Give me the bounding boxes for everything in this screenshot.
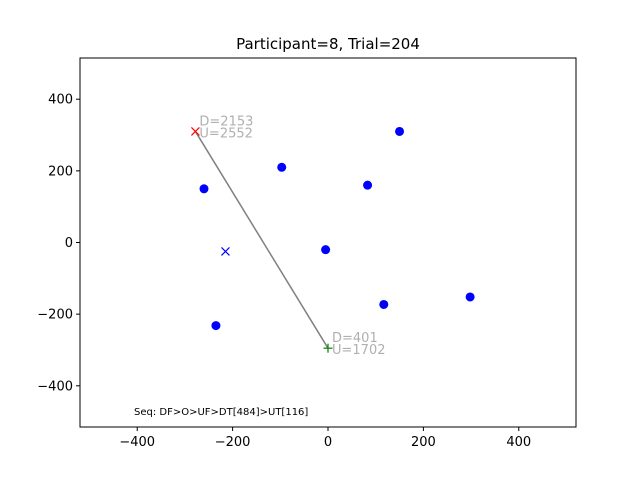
start-marker <box>323 343 333 353</box>
y-tick-label: 400 <box>48 93 73 108</box>
y-tick-label: 200 <box>48 164 73 179</box>
start-label-u: U=1702 <box>332 343 386 358</box>
x-tick-label: −200 <box>215 435 251 450</box>
x-tick-label: 200 <box>411 435 436 450</box>
target-point <box>363 180 373 190</box>
target-point <box>277 162 287 172</box>
x-tick-label: 0 <box>324 435 332 450</box>
x-tick-label: 400 <box>506 435 531 450</box>
end-x-stroke <box>190 127 200 136</box>
sequence-label: Seq: DF>O>UF>DT[484]>UT[116] <box>134 407 308 418</box>
y-axis: −400 −200 0 200 400 <box>37 93 80 394</box>
target-markers <box>199 126 475 331</box>
target-point <box>465 292 475 302</box>
y-tick-label: −400 <box>37 379 73 394</box>
target-point <box>379 299 389 309</box>
start-label-d: D=401 <box>332 331 378 346</box>
end-label-d: D=2153 <box>199 114 253 129</box>
blue-x-marker <box>221 247 230 256</box>
x-tick-label: −400 <box>119 435 155 450</box>
target-point <box>211 321 221 331</box>
blue-x-stroke <box>221 247 230 256</box>
end-label-u: U=2552 <box>199 126 253 141</box>
target-point <box>321 245 331 255</box>
target-point <box>395 126 405 136</box>
chart-title: Participant=8, Trial=204 <box>236 35 420 53</box>
end-marker <box>190 127 200 136</box>
x-axis: −400 −200 0 200 400 <box>119 427 531 450</box>
target-point <box>199 184 209 194</box>
plot-frame <box>79 57 577 428</box>
y-tick-label: 0 <box>65 236 73 251</box>
y-tick-label: −200 <box>37 308 73 323</box>
trajectory-line <box>194 131 329 349</box>
